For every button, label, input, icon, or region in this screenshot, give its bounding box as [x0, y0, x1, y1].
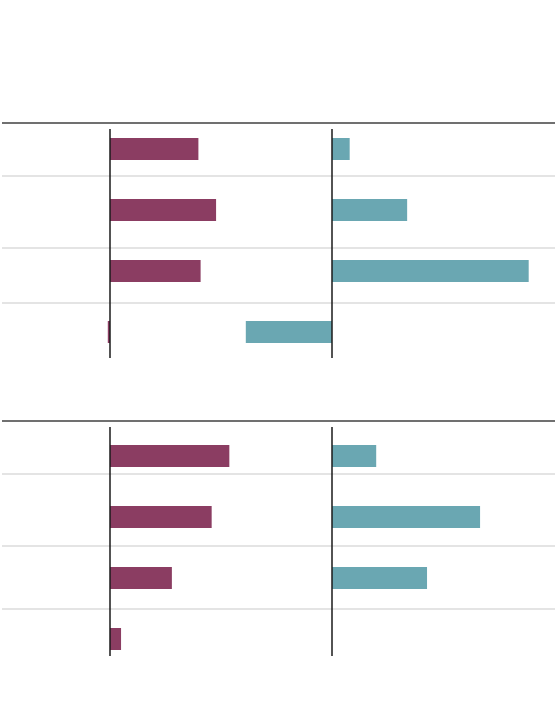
bar-series-2-row-3 — [332, 260, 529, 282]
bar-series-1-row-3 — [110, 567, 172, 589]
bar-series-2-row-4 — [245, 321, 332, 343]
bar-series-2-row-1 — [332, 445, 377, 467]
chart-panel-2 — [2, 420, 555, 656]
bar-series-1-row-4 — [110, 628, 122, 650]
bar-series-1-row-2 — [110, 199, 217, 221]
bar-series-1-row-1 — [110, 445, 230, 467]
bar-series-1-row-3 — [110, 260, 201, 282]
bar-series-2-row-1 — [332, 138, 350, 160]
bar-series-1-row-1 — [110, 138, 199, 160]
bar-series-2-row-2 — [332, 199, 408, 221]
bar-series-1-row-4 — [107, 321, 110, 343]
chart-panel-1 — [2, 122, 555, 358]
bar-series-2-row-3 — [332, 567, 428, 589]
bar-series-1-row-2 — [110, 506, 212, 528]
bar-series-2-row-2 — [332, 506, 481, 528]
